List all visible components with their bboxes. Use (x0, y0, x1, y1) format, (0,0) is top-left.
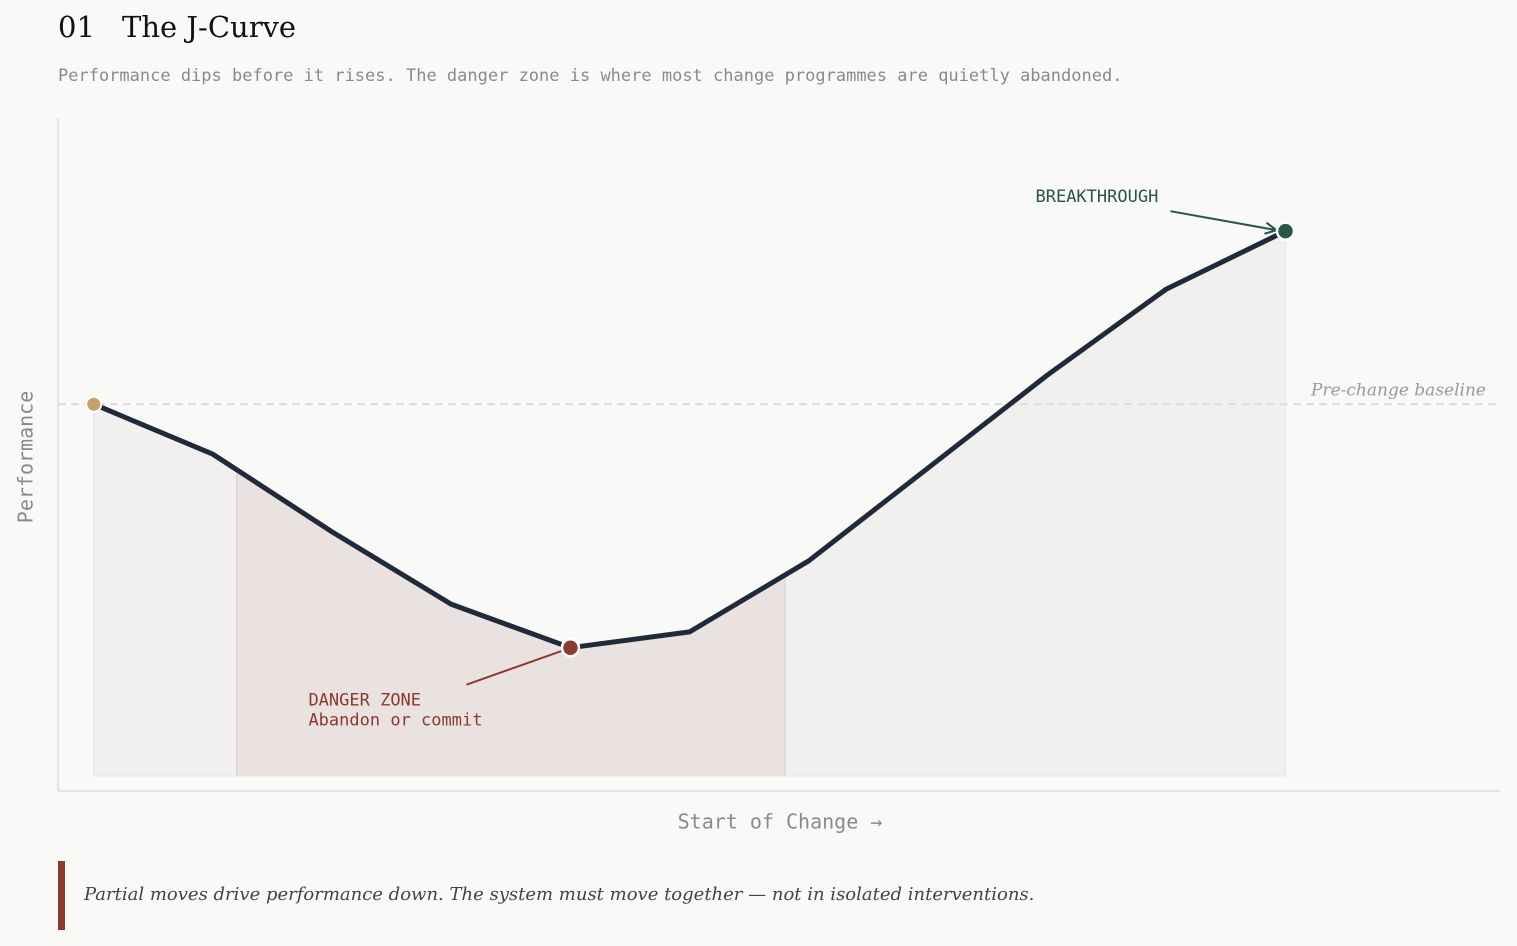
start-marker (85, 395, 103, 413)
annotation-text: BREAKTHROUGH (1035, 187, 1158, 207)
chart-number: 01 (58, 10, 95, 44)
annotation-text: Abandon or commit (308, 711, 482, 731)
line (92, 228, 1287, 651)
y-axis-label: Performance (14, 391, 38, 523)
footnote-bar (58, 861, 65, 930)
annotation-arrow (466, 649, 563, 686)
chart-subtitle: Performance dips before it rises. The da… (58, 66, 1122, 86)
annotation-marker (1275, 221, 1296, 241)
danger-zone (236, 231, 785, 776)
x-axis-label: Start of Change → (678, 810, 883, 834)
annotation-text: DANGER ZONE (308, 691, 421, 711)
baseline-label: Pre-change baseline (1310, 381, 1486, 401)
annotation-arrow (1170, 210, 1276, 230)
annotation-marker (560, 637, 581, 658)
chart-title: The J-Curve (122, 10, 296, 44)
footnote: Partial moves drive performance down. Th… (83, 884, 1034, 905)
